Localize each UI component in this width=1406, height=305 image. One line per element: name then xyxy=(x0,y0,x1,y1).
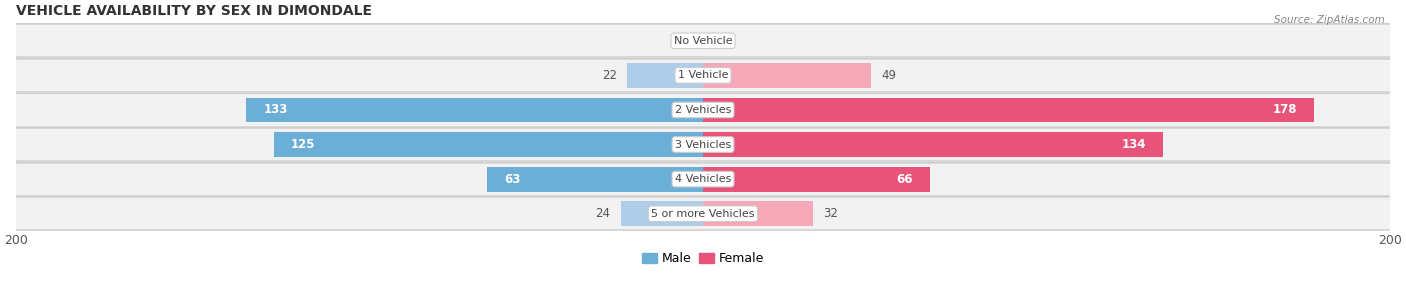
Text: 66: 66 xyxy=(896,173,912,186)
Bar xyxy=(274,132,703,157)
Bar xyxy=(15,25,1391,56)
Bar xyxy=(703,132,1163,157)
Text: 32: 32 xyxy=(823,207,838,220)
Text: Source: ZipAtlas.com: Source: ZipAtlas.com xyxy=(1274,15,1385,25)
Bar xyxy=(703,201,813,226)
Text: 125: 125 xyxy=(291,138,315,151)
Text: 3 Vehicles: 3 Vehicles xyxy=(675,140,731,149)
Bar xyxy=(15,127,1391,162)
Legend: Male, Female: Male, Female xyxy=(637,247,769,271)
Text: 178: 178 xyxy=(1272,103,1298,117)
Bar xyxy=(15,129,1391,160)
Text: 133: 133 xyxy=(263,103,288,117)
Text: VEHICLE AVAILABILITY BY SEX IN DIMONDALE: VEHICLE AVAILABILITY BY SEX IN DIMONDALE xyxy=(15,4,373,18)
Bar xyxy=(15,198,1391,229)
Text: 1 Vehicle: 1 Vehicle xyxy=(678,70,728,81)
Text: 0: 0 xyxy=(685,34,693,47)
Bar xyxy=(703,63,872,88)
Bar xyxy=(15,162,1391,196)
Text: No Vehicle: No Vehicle xyxy=(673,36,733,46)
Text: 0: 0 xyxy=(713,34,721,47)
Bar xyxy=(627,63,703,88)
Bar xyxy=(15,196,1391,231)
Bar xyxy=(15,95,1391,126)
Bar xyxy=(15,60,1391,91)
Bar xyxy=(620,201,703,226)
Bar xyxy=(15,163,1391,195)
Text: 22: 22 xyxy=(602,69,617,82)
Bar xyxy=(703,167,929,192)
Text: 134: 134 xyxy=(1122,138,1146,151)
Text: 24: 24 xyxy=(595,207,610,220)
Bar xyxy=(15,93,1391,127)
Text: 4 Vehicles: 4 Vehicles xyxy=(675,174,731,184)
Text: 49: 49 xyxy=(882,69,897,82)
Text: 2 Vehicles: 2 Vehicles xyxy=(675,105,731,115)
Bar xyxy=(15,58,1391,93)
Text: 5 or more Vehicles: 5 or more Vehicles xyxy=(651,209,755,219)
Text: 63: 63 xyxy=(503,173,520,186)
Bar xyxy=(703,98,1315,122)
Bar xyxy=(246,98,703,122)
Bar xyxy=(15,23,1391,58)
Bar xyxy=(486,167,703,192)
